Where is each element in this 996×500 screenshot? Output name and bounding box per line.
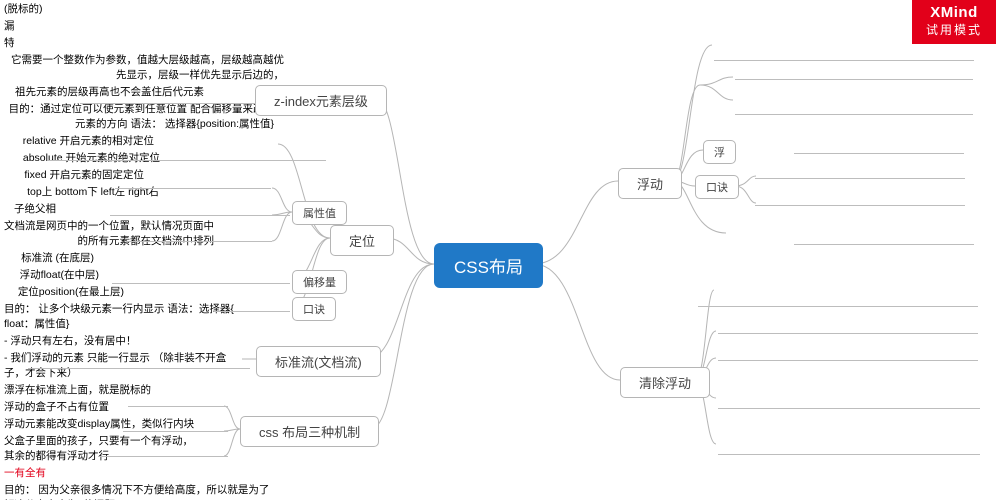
right-leaf-float-7: 一有全有 [0,464,68,481]
underline-4 [126,241,272,242]
right-leaf-float-6: 父盒子里面的孩子，只要有一个有浮动，其余的都得有浮动才行 [0,432,198,464]
left-leaf-mech-2: 定位position(在最上层) [0,283,128,300]
underline-0 [80,103,256,104]
branch-zindex: z-index元素层级 [255,85,387,116]
left-leaf-pos-5: 子绝父相 [0,200,60,217]
float-tag-2: 口诀 [695,175,739,199]
branch-clear: 清除浮动 [620,367,710,398]
right-leaf-clear-0: 目的： 因为父亲很多情况下不方便给高度，所以就是为了解决父亲高度为0的问题 [0,481,278,500]
pos-tag-0: 属性值 [292,201,347,225]
float-tag-4: 特 [0,34,996,51]
underline-9 [123,431,228,432]
left-leaf-zindex-1: 祖先元素的层级再高也不会盖住后代元素 [0,83,208,100]
underline-15 [755,178,965,179]
underline-12 [735,79,973,80]
underline-20 [718,360,978,361]
underline-3 [110,215,290,216]
branch-docflow: 标准流(文档流) [256,346,381,377]
underline-19 [718,333,978,334]
pos-tag-2: 口诀 [292,297,336,321]
underline-6 [214,311,290,312]
underline-17 [794,244,974,245]
underline-16 [755,205,965,206]
trial-mode-text: 试用模式 [926,21,982,38]
underline-8 [128,406,228,407]
underline-18 [698,306,978,307]
float-tag-1: 浮 [703,140,736,164]
underline-21 [718,408,980,409]
right-leaf-float-5: 浮动元素能改变display属性，类似行内块 [0,415,218,432]
underline-1 [48,160,326,161]
underline-14 [794,153,964,154]
underline-2 [115,188,271,189]
xmind-watermark: XMind 试用模式 [912,0,996,44]
underline-5 [112,283,290,284]
branch-pos: 定位 [330,225,394,256]
node-layer: CSS布局 z-index元素层级定位标准流(文档流) css 布局三种机制 浮动清除… [0,0,996,500]
float-tag-3: 漏 [0,17,996,34]
root-node: CSS布局 [434,243,543,288]
float-tag-0: (脱标的) [0,0,996,17]
underline-22 [718,454,980,455]
brand-text: XMind [926,4,982,21]
pos-tag-1: 偏移量 [292,270,347,294]
right-leaf-float-0: 目的： 让多个块级元素一行内显示 语法：选择器{ float：属性值} [0,300,258,332]
left-leaf-docflow-0: 文档流是网页中的一个位置，默认情况页面中的所有元素都在文档流中排列 [0,217,218,249]
right-leaf-float-3: 漂浮在标准流上面，就是脱标的 [0,381,188,398]
left-leaf-pos-1: relative 开启元素的相对定位 [0,132,158,149]
underline-10 [98,456,228,457]
left-leaf-pos-4: top上 bottom下 left左 right右 [0,183,163,200]
underline-7 [28,368,250,369]
left-leaf-pos-3: fixed 开启元素的固定定位 [0,166,148,183]
right-leaf-float-2: - 我们浮动的元素 只能一行显示 （除非装不开盒子，才会下来） [0,349,248,381]
left-leaf-zindex-0: 它需要一个整数作为参数，值越大层级越高，层级越高越优先显示，层级一样优先显示后边… [0,51,288,83]
right-leaf-float-1: - 浮动只有左右，没有居中！ [0,332,208,349]
underline-11 [714,60,974,61]
branch-float: 浮动 [618,168,682,199]
left-leaf-mech-1: 浮动float(在中层) [0,266,103,283]
left-leaf-pos-2: absolute 开始元素的绝对定位 [0,149,164,166]
left-leaf-pos-0: 目的：通过定位可以使元素到任意位置 配合偏移量来改变元素的方向 语法： 选择器{… [0,100,278,132]
branch-mech: css 布局三种机制 [240,416,379,447]
left-leaf-mech-0: 标准流 (在底层) [0,249,98,266]
underline-13 [735,114,973,115]
